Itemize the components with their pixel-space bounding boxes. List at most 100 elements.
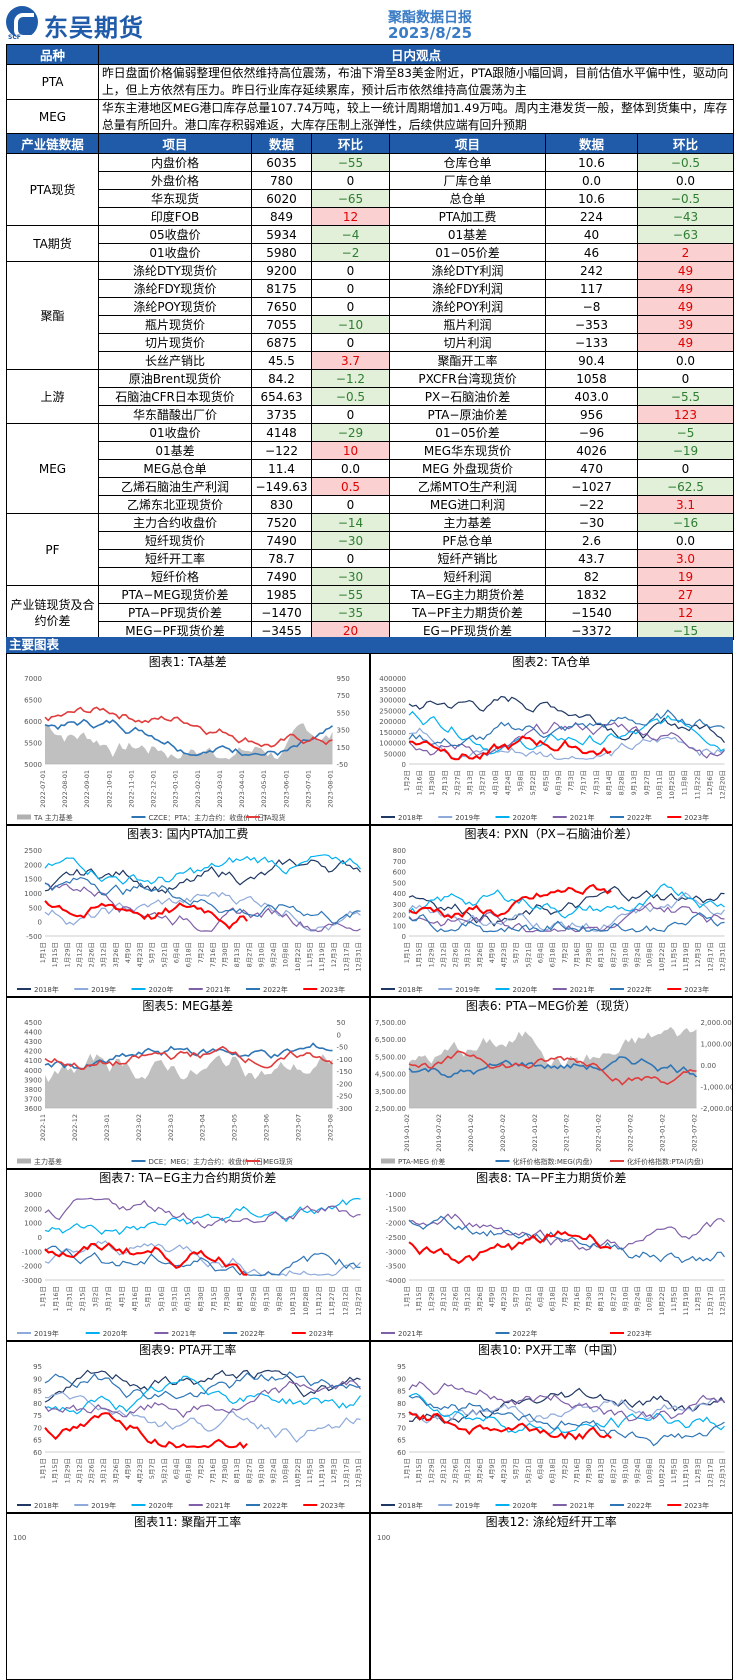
y-tick-label: 100000 (379, 740, 406, 748)
a-value-cell: 654.63 (251, 387, 312, 406)
x-tick-label: 5月16日 (157, 1286, 165, 1311)
x-tick-label: 4月10日 (491, 770, 499, 795)
x-tick-label: 11月5日 (669, 1286, 677, 1311)
y-tick-label: 65 (33, 1437, 42, 1445)
a-change-cell: −35 (311, 603, 390, 622)
x-tick-label: 2月26日 (451, 1286, 459, 1311)
y2-tick-label: 750 (337, 692, 350, 700)
x-tick-label: 1月15日 (415, 1458, 423, 1483)
table-row: 石脑油CFR日本现货价 654.63 −0.5 PX−石脑油价差 403.0 −5.5 (7, 387, 734, 406)
a-change-cell: 3.7 (311, 351, 390, 370)
y2-tick-label: -200 (337, 1080, 353, 1088)
y-tick-label: 4100 (24, 1057, 42, 1065)
a-value-cell: 4148 (251, 423, 312, 442)
a-change-cell: −2 (311, 243, 390, 262)
a-change-cell: 0.5 (311, 477, 390, 496)
a-item-cell: 原油Brent现货价 (98, 369, 252, 388)
x-tick-label: 2021-07-02 (562, 1114, 570, 1152)
table-row: 短纤现货价 7490 −30 PF总仓单 2.6 0.0 (7, 531, 734, 550)
x-tick-label: 7月2日 (560, 1286, 568, 1307)
a-item-cell: 切片现货价 (98, 333, 252, 352)
series-line (408, 735, 611, 761)
view-col-item: 品种 (6, 44, 99, 65)
a-change-cell: 12 (311, 207, 390, 226)
y-tick-label: 5500 (24, 740, 42, 748)
b-change-cell: −19 (637, 441, 734, 460)
a-item-cell: 乙烯石脑油生产利润 (98, 477, 252, 496)
y-tick-label: 60 (397, 1449, 406, 1457)
x-tick-label: 1月29日 (63, 1458, 71, 1483)
y-tick-label: 0 (401, 761, 405, 769)
x-tick-label: 5月7日 (512, 1458, 520, 1479)
a-item-cell: 石脑油CFR日本现货价 (98, 387, 252, 406)
y-tick-label: 100 (392, 922, 405, 930)
b-change-cell: 19 (637, 567, 734, 586)
x-tick-label: 10月8日 (282, 942, 290, 967)
chart-title: 图表12: 涤纶短纤开工率 (485, 1515, 617, 1529)
x-tick-label: 9月10日 (621, 1458, 629, 1483)
legend-label: 2022年 (627, 813, 652, 822)
b-change-cell: 49 (637, 297, 734, 316)
x-tick-label: 9月13日 (262, 1286, 270, 1311)
chart-title: 图表3: 国内PTA加工费 (127, 827, 249, 841)
y-tick-label: 3600 (24, 1105, 42, 1113)
series-line (407, 1230, 611, 1265)
y-tick-label: 70 (397, 1424, 406, 1432)
x-tick-label: 12月3日 (694, 1286, 702, 1311)
legend-label: 2018年 (34, 985, 59, 994)
x-tick-label: 12月17日 (706, 1286, 714, 1316)
y-tick-label: 4500 (24, 1019, 42, 1027)
x-tick-label: 9月28日 (276, 1286, 284, 1311)
x-tick-label: 12月20日 (718, 770, 726, 800)
industry-data-table: 产业链数据 项目 数据 环比 项目 数据 环比 PTA现货 内盘价格 6035 −55 仓库仓单 10.… (6, 133, 734, 640)
x-tick-label: 6月5日 (541, 770, 549, 791)
b-value-cell: 43.7 (545, 549, 638, 568)
y2-tick-label: 150 (337, 744, 350, 752)
a-change-cell: −65 (311, 189, 390, 208)
b-item-cell: PX−石脑油价差 (389, 387, 546, 406)
y-tick-label: 95 (33, 1363, 42, 1371)
table-row: 涤纶POY现货价 7650 0 涤纶POY利润 −8 49 (7, 297, 734, 316)
chart-panel-8: 图表8: TA−PF主力期货价差 -1000 -1500 -2000 -2500 -300… (369, 1169, 733, 1341)
legend-label: CZCE：PTA：主力合约：收盘价（日） (149, 813, 272, 822)
table-row: MEG总仓单 11.4 0.0 MEG 外盘现货价 470 0 (7, 459, 734, 478)
x-tick-label: 2022-12-01 (150, 770, 158, 808)
x-tick-label: 12月12日 (341, 1286, 349, 1316)
x-tick-label: 5月31日 (170, 1286, 178, 1311)
legend-label: 2020年 (512, 813, 537, 822)
b-value-cell: 242 (545, 261, 638, 280)
x-tick-label: 1月1日 (39, 942, 47, 963)
b-value-cell: 1058 (545, 369, 638, 388)
a-item-cell: 长丝产销比 (98, 351, 252, 370)
a-item-cell: PTA−MEG现货价差 (98, 585, 252, 604)
y-tick-label: 0 (38, 1234, 42, 1242)
b-value-cell: −8 (545, 297, 638, 316)
y-tick-label: 400 (392, 890, 405, 898)
b-item-cell: 瓶片利润 (389, 315, 546, 334)
category-cell: MEG (6, 423, 99, 514)
legend-label: 2021年 (398, 1329, 423, 1338)
x-tick-label: 5月21日 (160, 1458, 168, 1483)
a-item-cell: 01基差 (98, 441, 252, 460)
x-tick-label: 7月2日 (560, 942, 568, 963)
y-tick-label: 70 (33, 1424, 42, 1432)
y-tick-label: 7,500.00 (374, 1019, 405, 1027)
a-item-cell: 华东现货 (98, 189, 252, 208)
a-change-cell: 0 (311, 171, 390, 190)
series-line (44, 900, 248, 930)
y-tick-label: 400000 (379, 675, 406, 683)
x-tick-label: 2月15日 (78, 1286, 86, 1311)
x-tick-label: 10月22日 (657, 942, 665, 972)
series-line (44, 1369, 361, 1403)
a-item-cell: 外盘价格 (98, 171, 252, 190)
y-tick-label: 100 (13, 1534, 26, 1542)
b-item-cell: 涤纶FDY利润 (389, 279, 546, 298)
x-tick-label: 5月7日 (512, 1286, 520, 1307)
y-tick-label: 350000 (379, 686, 406, 694)
a-change-cell: 0 (311, 405, 390, 424)
a-value-cell: 6875 (251, 333, 312, 352)
header-col-3: 环比 (311, 133, 390, 154)
a-change-cell: 0 (311, 549, 390, 568)
series-line (408, 1050, 697, 1086)
